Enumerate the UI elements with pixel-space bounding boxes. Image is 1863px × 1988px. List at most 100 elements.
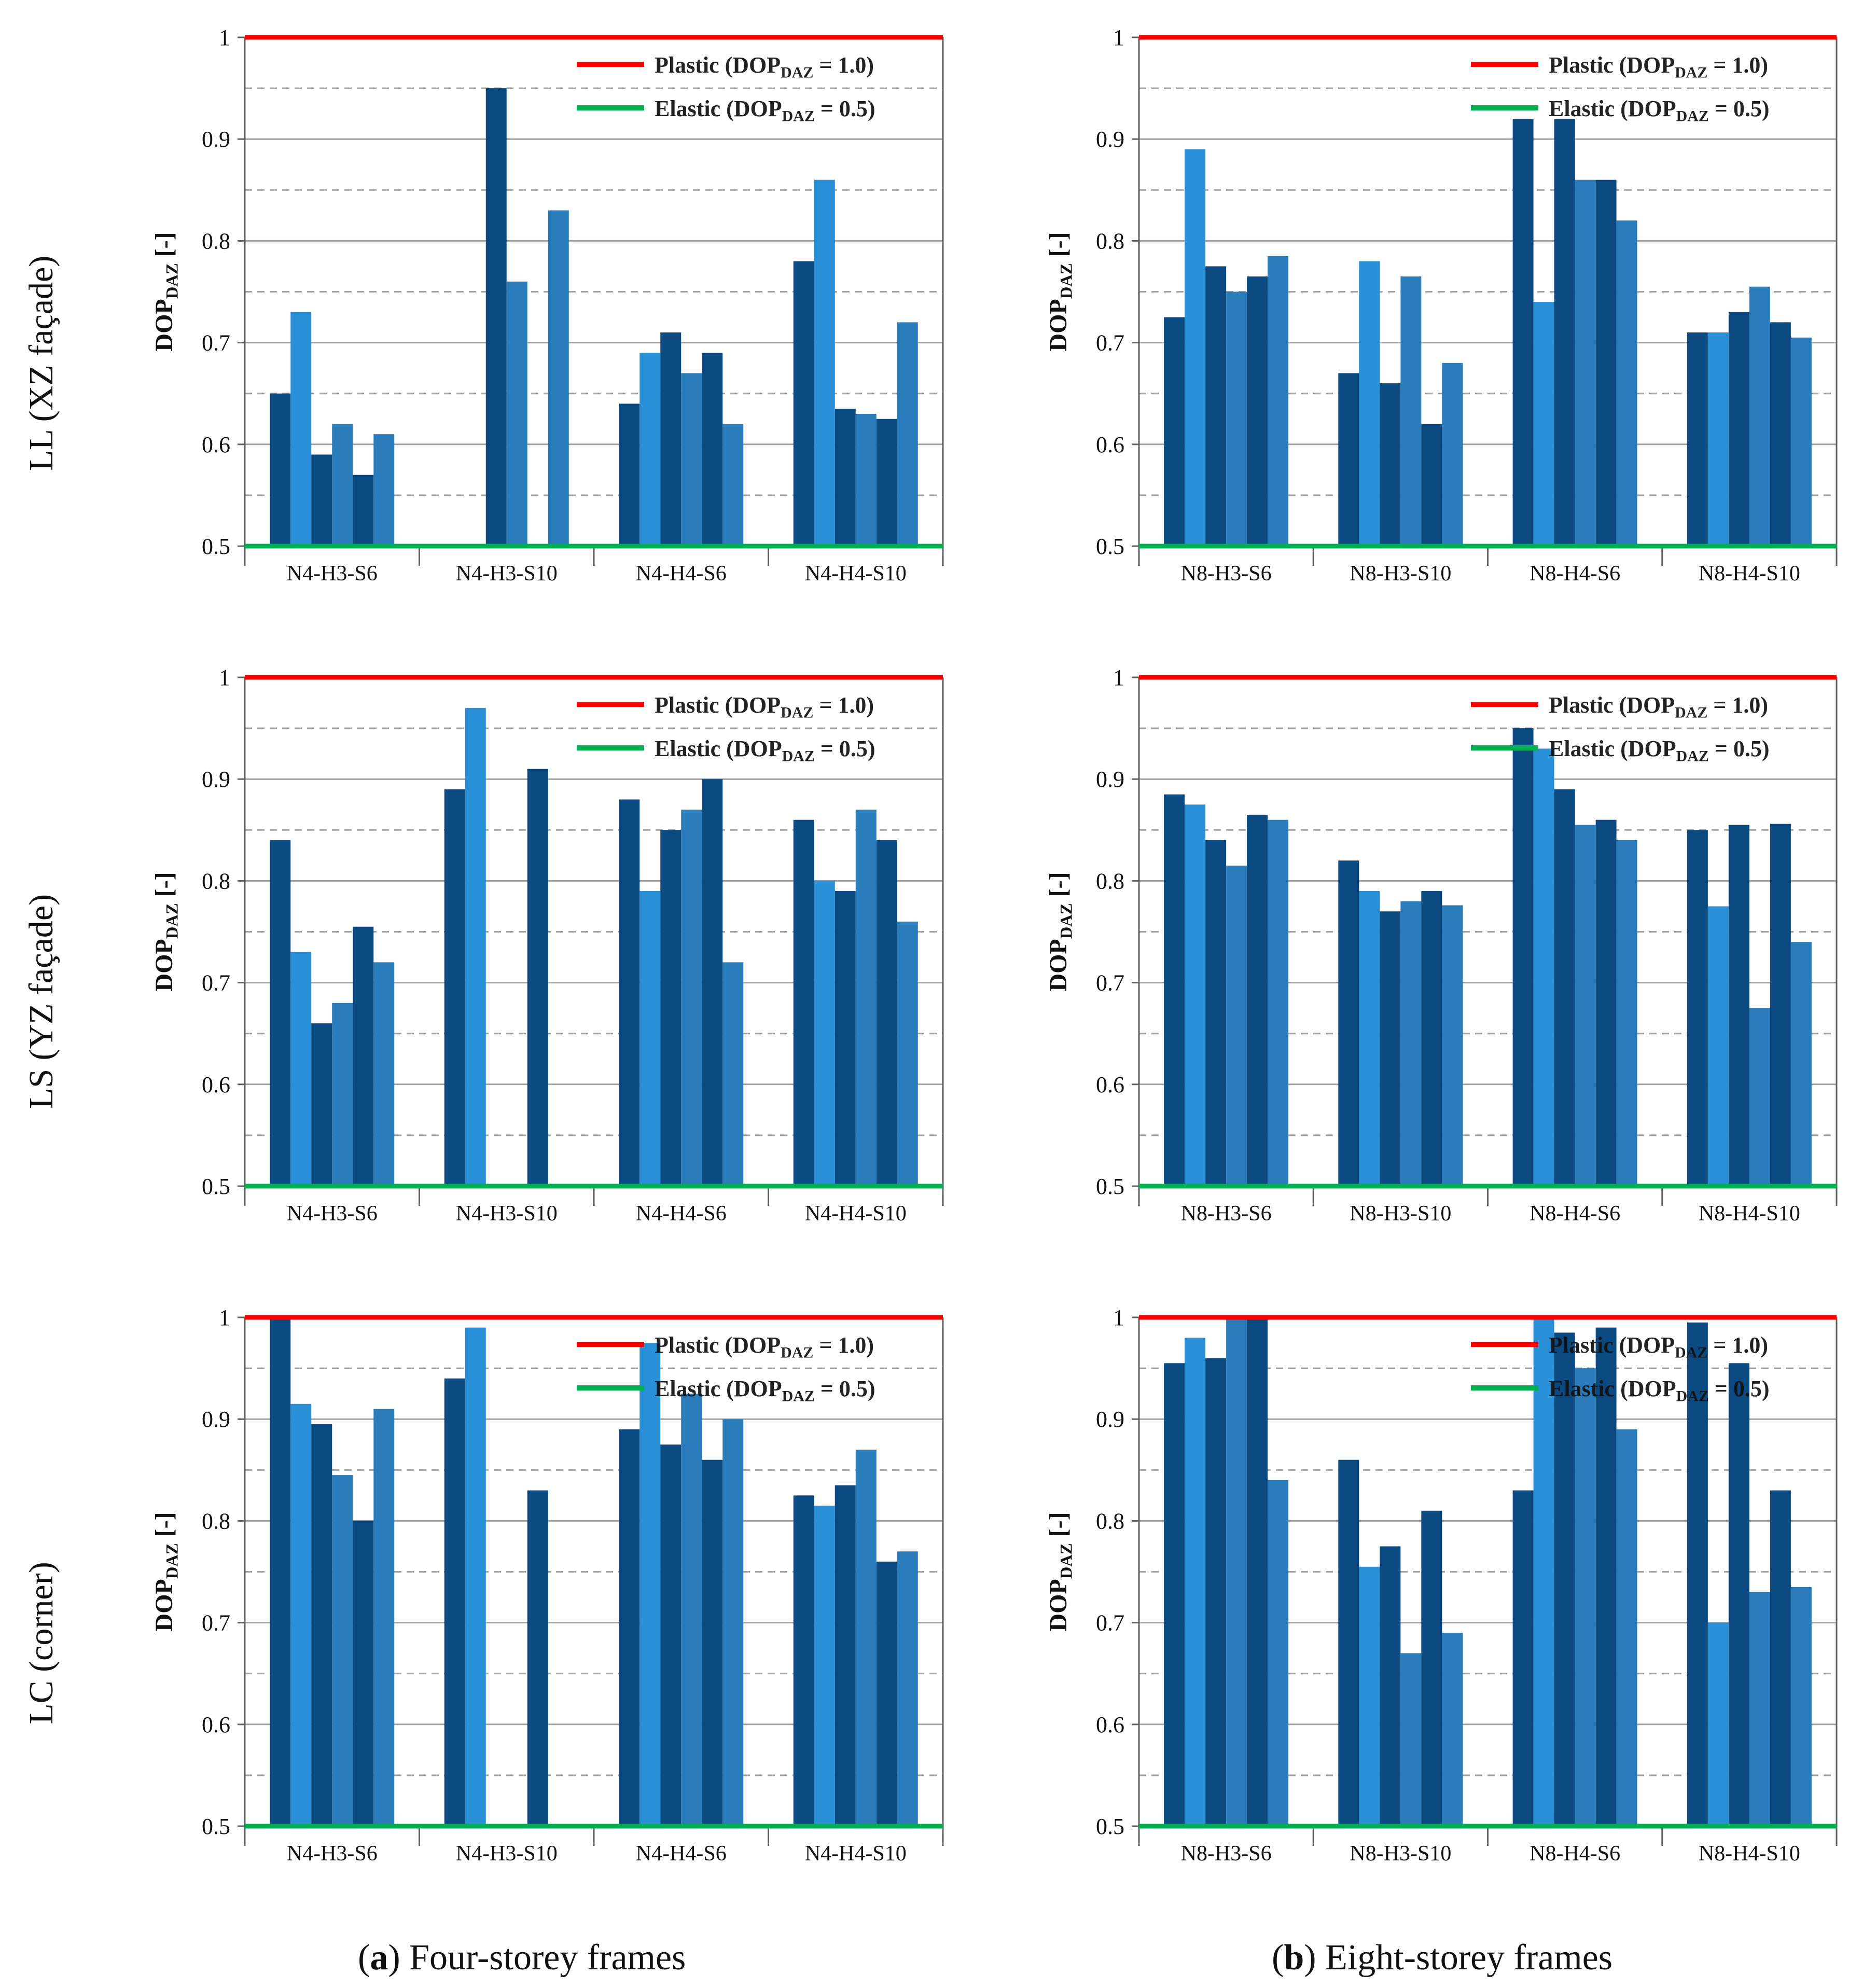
bar bbox=[1380, 383, 1401, 546]
legend-label-plastic-sub: DAZ bbox=[781, 704, 813, 721]
y-tick-label: 0.6 bbox=[202, 432, 230, 457]
bar bbox=[1554, 118, 1575, 546]
y-axis-label-sub: DAZ bbox=[1058, 1543, 1076, 1579]
legend-label-plastic-tail: = 1.0) bbox=[813, 52, 874, 78]
bar bbox=[1575, 179, 1596, 546]
y-tick-label: 0.9 bbox=[202, 767, 230, 792]
bar bbox=[1512, 1490, 1534, 1826]
y-axis-label-sub: DAZ bbox=[1058, 903, 1076, 939]
y-tick-label: 1 bbox=[219, 665, 230, 690]
y-axis-label-tail: [-] bbox=[150, 1512, 178, 1543]
bar bbox=[1268, 256, 1289, 547]
y-tick-label: 0.8 bbox=[1096, 228, 1124, 254]
bar bbox=[1338, 1459, 1359, 1826]
legend-label-elastic: Elastic (DOPDAZ = 0.5) bbox=[655, 96, 875, 125]
bar bbox=[793, 261, 814, 546]
legend: Plastic (DOPDAZ = 1.0)Elastic (DOPDAZ = … bbox=[577, 692, 875, 765]
bar bbox=[270, 840, 291, 1186]
bar bbox=[1442, 363, 1463, 546]
y-axis-label: DOPDAZ [-] bbox=[1045, 872, 1076, 991]
bar bbox=[1400, 276, 1422, 546]
bar bbox=[1380, 911, 1401, 1186]
bar bbox=[1421, 1510, 1442, 1826]
y-tick-label: 0.6 bbox=[1096, 1712, 1124, 1737]
x-tick-label: N4-H3-S10 bbox=[456, 1842, 558, 1866]
legend-label-plastic-main: Plastic (DOP bbox=[655, 692, 781, 718]
x-tick-label: N4-H4-S10 bbox=[805, 1202, 907, 1226]
row-label-ls: LS (YZ façade) bbox=[22, 894, 60, 1109]
bar bbox=[1359, 261, 1380, 546]
bar bbox=[660, 332, 682, 546]
legend: Plastic (DOPDAZ = 1.0)Elastic (DOPDAZ = … bbox=[577, 1332, 875, 1405]
legend-label-elastic-tail: = 0.5) bbox=[1709, 1376, 1770, 1401]
bar bbox=[353, 1521, 374, 1826]
bar bbox=[1728, 825, 1749, 1186]
bar bbox=[444, 789, 465, 1186]
bar bbox=[1575, 825, 1596, 1186]
y-axis-label-sub: DAZ bbox=[1058, 263, 1076, 299]
bar bbox=[1268, 1480, 1289, 1826]
y-axis-label-main: DOP bbox=[150, 939, 178, 991]
bar bbox=[897, 322, 918, 546]
bar bbox=[876, 1561, 897, 1826]
y-tick-label: 1 bbox=[1113, 1305, 1124, 1330]
bar bbox=[1790, 1587, 1812, 1826]
y-tick-label: 0.9 bbox=[1096, 127, 1124, 152]
y-tick-label: 0.7 bbox=[202, 330, 230, 356]
bar bbox=[1616, 220, 1637, 546]
x-tick-label: N8-H4-S10 bbox=[1699, 562, 1800, 586]
legend-label-plastic: Plastic (DOPDAZ = 1.0) bbox=[1549, 692, 1768, 721]
bar bbox=[1687, 830, 1708, 1186]
bar bbox=[332, 1475, 353, 1826]
legend-label-elastic-main: Elastic (DOP bbox=[1549, 96, 1676, 121]
bar bbox=[1687, 332, 1708, 546]
legend-label-elastic: Elastic (DOPDAZ = 0.5) bbox=[655, 1376, 875, 1405]
x-tick-label: N4-H3-S6 bbox=[287, 1842, 378, 1866]
bar bbox=[702, 353, 723, 546]
bar bbox=[506, 281, 527, 546]
bar bbox=[1749, 286, 1770, 546]
bar bbox=[1400, 1653, 1422, 1826]
chart-b-0: 0.5 0.6 0.7 0.8 0.9 1 N8-H3-S6 N8-H3-S10 N8-H4-S… bbox=[1045, 25, 1838, 586]
bar bbox=[660, 1444, 682, 1826]
bar bbox=[373, 434, 395, 546]
legend-label-plastic-sub: DAZ bbox=[1675, 64, 1707, 81]
bar bbox=[1164, 794, 1185, 1186]
y-tick-label: 0.5 bbox=[202, 534, 230, 559]
legend-label-plastic-tail: = 1.0) bbox=[1707, 52, 1768, 78]
bar bbox=[639, 1343, 661, 1826]
y-tick-label: 0.5 bbox=[1096, 534, 1124, 559]
bar bbox=[681, 810, 702, 1186]
bar bbox=[485, 88, 507, 547]
chart-a-1: 0.5 0.6 0.7 0.8 0.9 1 N4-H3-S6 N4-H3-S10 N4-H4-S… bbox=[150, 665, 944, 1226]
bar bbox=[619, 1429, 640, 1826]
bar bbox=[1533, 1317, 1554, 1826]
bar bbox=[835, 891, 856, 1186]
y-axis-label: DOPDAZ [-] bbox=[150, 872, 182, 991]
y-tick-label: 0.6 bbox=[202, 1712, 230, 1737]
bar bbox=[1512, 728, 1534, 1186]
y-tick-label: 0.7 bbox=[1096, 970, 1124, 996]
chart-a-2: 0.5 0.6 0.7 0.8 0.9 1 N4-H3-S6 N4-H3-S10 N4-H4-S… bbox=[150, 1305, 944, 1866]
bar bbox=[1790, 337, 1812, 546]
legend-label-elastic-tail: = 0.5) bbox=[815, 1376, 875, 1401]
bar bbox=[639, 891, 661, 1186]
bar bbox=[270, 393, 291, 546]
y-axis-label-sub: DAZ bbox=[163, 263, 182, 299]
bar bbox=[444, 1378, 465, 1826]
legend-label-elastic-main: Elastic (DOP bbox=[655, 1376, 782, 1401]
legend-label-plastic-main: Plastic (DOP bbox=[1549, 52, 1675, 78]
bar bbox=[1442, 1633, 1463, 1826]
bar bbox=[855, 1450, 877, 1826]
bar bbox=[1185, 1338, 1206, 1826]
bar bbox=[897, 921, 918, 1186]
bar bbox=[702, 1459, 723, 1826]
bar bbox=[1205, 1358, 1227, 1826]
bar bbox=[835, 1485, 856, 1826]
bar bbox=[527, 1490, 548, 1826]
legend-label-elastic-sub: DAZ bbox=[782, 108, 815, 125]
legend-label-plastic-sub: DAZ bbox=[781, 64, 813, 81]
x-tick-label: N8-H3-S6 bbox=[1181, 1842, 1272, 1866]
